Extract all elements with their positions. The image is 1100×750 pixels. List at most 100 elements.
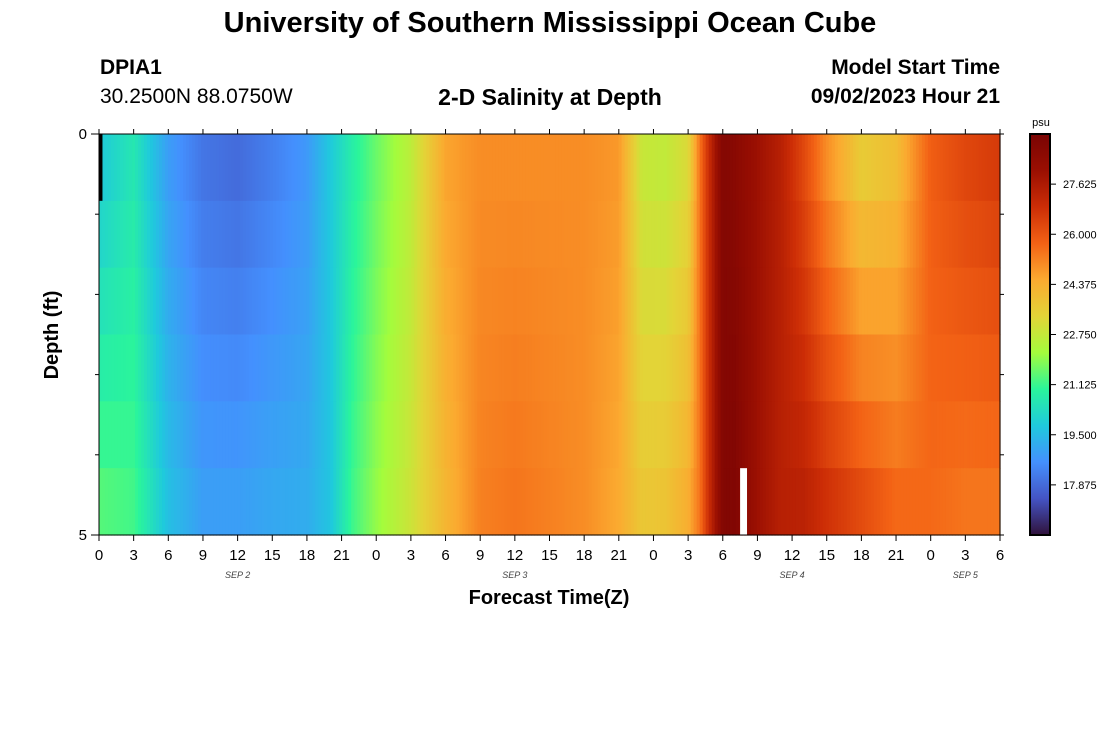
heatmap-cell — [777, 334, 782, 402]
heatmap-cell — [984, 200, 989, 269]
heatmap-cell — [264, 267, 268, 336]
heatmap-cell — [933, 267, 938, 336]
heatmap-cell — [603, 334, 608, 402]
heatmap-cell — [429, 200, 433, 269]
heatmap-cell — [276, 334, 280, 402]
heatmap-cell — [540, 134, 545, 202]
heatmap-cell — [570, 401, 575, 469]
heatmap-cell — [648, 134, 653, 202]
heatmap-cell — [135, 401, 139, 469]
heatmap-cell — [873, 401, 878, 469]
heatmap-cell — [195, 267, 199, 336]
heatmap-cell — [333, 200, 337, 269]
heatmap-cell — [786, 334, 791, 402]
heatmap-cell — [474, 334, 479, 402]
heatmap-cell — [606, 200, 611, 269]
heatmap-cell — [753, 267, 758, 336]
heatmap-cell — [894, 334, 899, 402]
heatmap-cell — [186, 267, 190, 336]
heatmap-cell — [990, 267, 995, 336]
heatmap-cell — [669, 468, 674, 536]
heatmap-cell — [237, 468, 241, 536]
heatmap-cell — [501, 267, 506, 336]
heatmap-cell — [897, 267, 902, 336]
heatmap-cell — [873, 134, 878, 202]
heatmap-cell — [930, 200, 935, 269]
heatmap-cell — [339, 334, 343, 402]
heatmap-cell — [246, 200, 250, 269]
heatmap-cell — [918, 200, 923, 269]
heatmap-cell — [477, 401, 482, 469]
heatmap-cell — [570, 200, 575, 269]
heatmap-cell — [171, 468, 175, 536]
heatmap-cell — [828, 134, 833, 202]
heatmap-cell — [519, 334, 524, 402]
heatmap-cell — [579, 468, 584, 536]
heatmap-cell — [300, 267, 304, 336]
heatmap-cell — [927, 200, 932, 269]
heatmap-cell — [594, 134, 599, 202]
heatmap-cell — [432, 267, 436, 336]
heatmap-cell — [465, 134, 470, 202]
heatmap-cell — [423, 334, 427, 402]
heatmap-cell — [294, 468, 298, 536]
heatmap-cell — [657, 401, 662, 469]
heatmap-cell — [663, 134, 668, 202]
heatmap-cell — [273, 468, 277, 536]
heatmap-cell — [993, 468, 998, 536]
heatmap-cell — [750, 468, 755, 536]
heatmap-cell — [978, 468, 983, 536]
heatmap-cell — [102, 468, 106, 536]
heatmap-cell — [588, 401, 593, 469]
heatmap-cell — [375, 401, 379, 469]
heatmap-cell — [528, 468, 533, 536]
heatmap-cell — [744, 267, 749, 336]
heatmap-cell — [198, 468, 202, 536]
heatmap-cell — [888, 200, 893, 269]
heatmap-cell — [270, 401, 274, 469]
heatmap-cell — [663, 401, 668, 469]
heatmap-cell — [114, 134, 118, 202]
heatmap-cell — [963, 468, 968, 536]
heatmap-cell — [483, 267, 488, 336]
heatmap-cell — [972, 267, 977, 336]
heatmap-cell — [477, 267, 482, 336]
heatmap-cell — [225, 267, 229, 336]
heatmap-cell — [342, 334, 346, 402]
heatmap-cell — [735, 200, 740, 269]
heatmap-cell — [150, 134, 154, 202]
heatmap-cell — [324, 134, 328, 202]
heatmap-cell — [624, 134, 629, 202]
heatmap-cell — [573, 267, 578, 336]
heatmap-cell — [219, 401, 223, 469]
heatmap-cell — [720, 468, 725, 536]
heatmap-cell — [765, 468, 770, 536]
heatmap-cell — [459, 401, 463, 469]
heatmap-cell — [246, 134, 250, 202]
heatmap-cell — [417, 267, 421, 336]
heatmap-cell — [792, 134, 797, 202]
heatmap-cell — [720, 267, 725, 336]
heatmap-cell — [615, 200, 620, 269]
heatmap-cell — [711, 334, 716, 402]
heatmap-cell — [870, 267, 875, 336]
heatmap-cell — [522, 200, 527, 269]
heatmap-cell — [525, 200, 530, 269]
heatmap-cell — [906, 334, 911, 402]
heatmap-cell — [897, 468, 902, 536]
heatmap-cell — [669, 401, 674, 469]
heatmap-cell — [906, 200, 911, 269]
heatmap-cell — [399, 334, 403, 402]
heatmap-cell — [660, 267, 665, 336]
heatmap-cell — [228, 200, 232, 269]
heatmap-cell — [168, 468, 172, 536]
heatmap-cell — [174, 401, 178, 469]
heatmap-cell — [261, 267, 265, 336]
heatmap-cell — [732, 401, 737, 469]
heatmap-cell — [801, 401, 806, 469]
heatmap-cell — [783, 267, 788, 336]
heatmap-cell — [459, 334, 463, 402]
heatmap-cell — [738, 401, 743, 469]
heatmap-cell — [597, 334, 602, 402]
heatmap-cell — [885, 401, 890, 469]
